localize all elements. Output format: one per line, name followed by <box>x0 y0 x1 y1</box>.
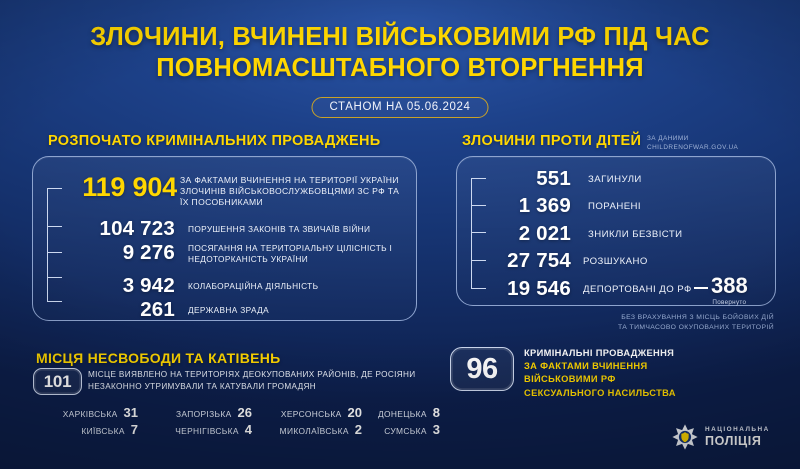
row-value: 3 942 <box>122 274 175 297</box>
criminal-proceedings-bracket <box>47 188 63 303</box>
region-item: Херсонська 20 <box>252 406 362 419</box>
sexual-violence-description: КРИМІНАЛЬНІ ПРОВАДЖЕННЯ ЗА ФАКТАМИ ВЧИНЕ… <box>524 347 786 400</box>
regions-row-2: Київська 7 Чернігівська 4 Миколаївська 2… <box>22 423 442 436</box>
region-value: 20 <box>347 405 362 420</box>
regions-breakdown: Харківська 31 Запорізька 26 Херсонська 2… <box>22 406 442 440</box>
footnote-line-2: та тимчасово окупованих територій <box>617 324 774 332</box>
region-value: 8 <box>432 405 440 420</box>
criminal-proceedings-card <box>32 156 417 321</box>
children-bracket <box>471 178 487 290</box>
title-line-2: ПОВНОМАСШТАБНОГО ВТОРГНЕННЯ <box>156 53 644 82</box>
region-name: Запорізька <box>176 409 232 419</box>
row-label: Посягання на територіальну цілісність і … <box>188 243 393 264</box>
sv-line-1: КРИМІНАЛЬНІ ПРОВАДЖЕННЯ <box>524 348 675 358</box>
region-item: Сумська 3 <box>362 423 440 436</box>
region-item: Донецька 8 <box>362 406 440 419</box>
row-label: ЗА ФАКТАМИ ВЧИНЕННЯ НА ТЕРИТОРІЇ УКРАЇНИ… <box>180 175 400 207</box>
row-value: 9 276 <box>122 241 175 264</box>
region-value: 3 <box>432 422 440 437</box>
children-footnote: Без врахування з місць бойових дій та ти… <box>456 313 774 333</box>
date-badge: СТАНОМ НА 05.06.2024 <box>311 97 489 118</box>
sv-line-3: ВІЙСЬКОВИМИ РФ <box>524 374 616 385</box>
table-row: 261 Державна зрада <box>63 298 408 321</box>
sv-line-4: СЕКСУАЛЬНОГО НАСИЛЬСТВА <box>524 387 676 398</box>
table-row: 551 Загинули <box>487 167 767 190</box>
region-value: 26 <box>237 405 252 420</box>
returned-connector-line <box>694 287 708 289</box>
places-description: місце виявлено на територіях деокуповани… <box>88 370 416 391</box>
row-label: Зникли безвісти <box>588 229 683 240</box>
region-name: Донецька <box>377 409 427 419</box>
section-heading-crimes-against-children: ЗЛОЧИНИ ПРОТИ ДІТЕЙ <box>462 133 642 149</box>
row-value: 19 546 <box>507 277 571 300</box>
table-row: 19 546 Депортовані до РФ <box>487 277 767 300</box>
region-name: Харківська <box>62 409 118 419</box>
section-heading-criminal-proceedings: РОЗПОЧАТО КРИМІНАЛЬНИХ ПРОВАДЖЕНЬ <box>48 133 381 149</box>
sv-line-2: ЗА ФАКТАМИ ВЧИНЕННЯ <box>524 361 648 372</box>
region-name: Херсонська <box>280 409 342 419</box>
regions-row-1: Харківська 31 Запорізька 26 Херсонська 2… <box>22 406 442 419</box>
returned-value: 388 <box>711 273 748 298</box>
table-row: 104 723 Порушення законів та звичаїв вій… <box>63 217 408 240</box>
returned-label: Повернуто <box>712 299 747 306</box>
police-star-badge-icon <box>672 424 698 450</box>
region-name: Миколаївська <box>279 426 349 436</box>
table-row: 27 754 Розшукано <box>487 249 767 272</box>
region-value: 4 <box>244 422 252 437</box>
row-value: 104 723 <box>99 217 175 240</box>
table-row: 119 904 ЗА ФАКТАМИ ВЧИНЕННЯ НА ТЕРИТОРІЇ… <box>63 174 408 208</box>
region-value: 7 <box>130 422 138 437</box>
row-label: Загинули <box>588 174 642 185</box>
table-row: 1 369 Поранені <box>487 194 767 217</box>
returned-children-badge: 388 Повернуто <box>694 273 748 306</box>
region-name: Чернігівська <box>175 426 239 436</box>
table-row: 3 942 Колабораційна діяльність <box>63 274 408 297</box>
places-count-badge: 101 <box>33 368 82 395</box>
police-logo: НАЦІОНАЛЬНА ПОЛІЦІЯ <box>672 424 770 450</box>
row-label: Депортовані до РФ <box>583 284 692 295</box>
region-name: Сумська <box>384 426 427 436</box>
row-label: Поранені <box>588 201 642 212</box>
row-value: 551 <box>536 167 571 190</box>
sexual-violence-count-badge: 96 <box>450 347 514 391</box>
row-value: 27 754 <box>507 249 571 272</box>
logo-line-2: ПОЛІЦІЯ <box>705 433 762 448</box>
region-item: Київська 7 <box>22 423 138 436</box>
region-value: 31 <box>123 405 138 420</box>
source-line-2: CHILDRENOFWAR.GOV.UA <box>647 144 739 152</box>
row-value: 119 904 <box>82 172 177 202</box>
row-value: 2 021 <box>518 222 571 245</box>
row-value: 1 369 <box>518 194 571 217</box>
region-value: 2 <box>354 422 362 437</box>
children-card <box>456 156 776 306</box>
region-item: Запорізька 26 <box>138 406 252 419</box>
row-label: Порушення законів та звичаїв війни <box>188 224 371 234</box>
table-row: 9 276 Посягання на територіальну цілісні… <box>63 241 408 264</box>
section-heading-places-of-detention: МІСЦЯ НЕСВОБОДИ ТА КАТІВЕНЬ <box>36 350 281 366</box>
source-line-1: ЗА ДАНИМИ <box>647 135 689 142</box>
police-logo-text: НАЦІОНАЛЬНА ПОЛІЦІЯ <box>705 425 770 448</box>
footnote-line-1: Без врахування з місць бойових дій <box>621 314 774 321</box>
region-item: Харківська 31 <box>22 406 138 419</box>
region-item: Миколаївська 2 <box>252 423 362 436</box>
title-line-1: ЗЛОЧИНИ, ВЧИНЕНІ ВІЙСЬКОВИМИ РФ ПІД ЧАС <box>90 23 710 51</box>
row-value: 261 <box>140 298 175 321</box>
region-item: Чернігівська 4 <box>138 423 252 436</box>
row-label: Розшукано <box>583 256 648 267</box>
page-title: ЗЛОЧИНИ, ВЧИНЕНІ ВІЙСЬКОВИМИ РФ ПІД ЧАС … <box>0 22 800 83</box>
row-label: Колабораційна діяльність <box>188 281 319 291</box>
region-name: Київська <box>81 426 125 436</box>
table-row: 2 021 Зникли безвісти <box>487 222 767 245</box>
row-label: Державна зрада <box>188 305 270 315</box>
logo-line-1: НАЦІОНАЛЬНА <box>705 425 770 433</box>
children-source-attribution: ЗА ДАНИМИ CHILDRENOFWAR.GOV.UA <box>647 134 738 153</box>
